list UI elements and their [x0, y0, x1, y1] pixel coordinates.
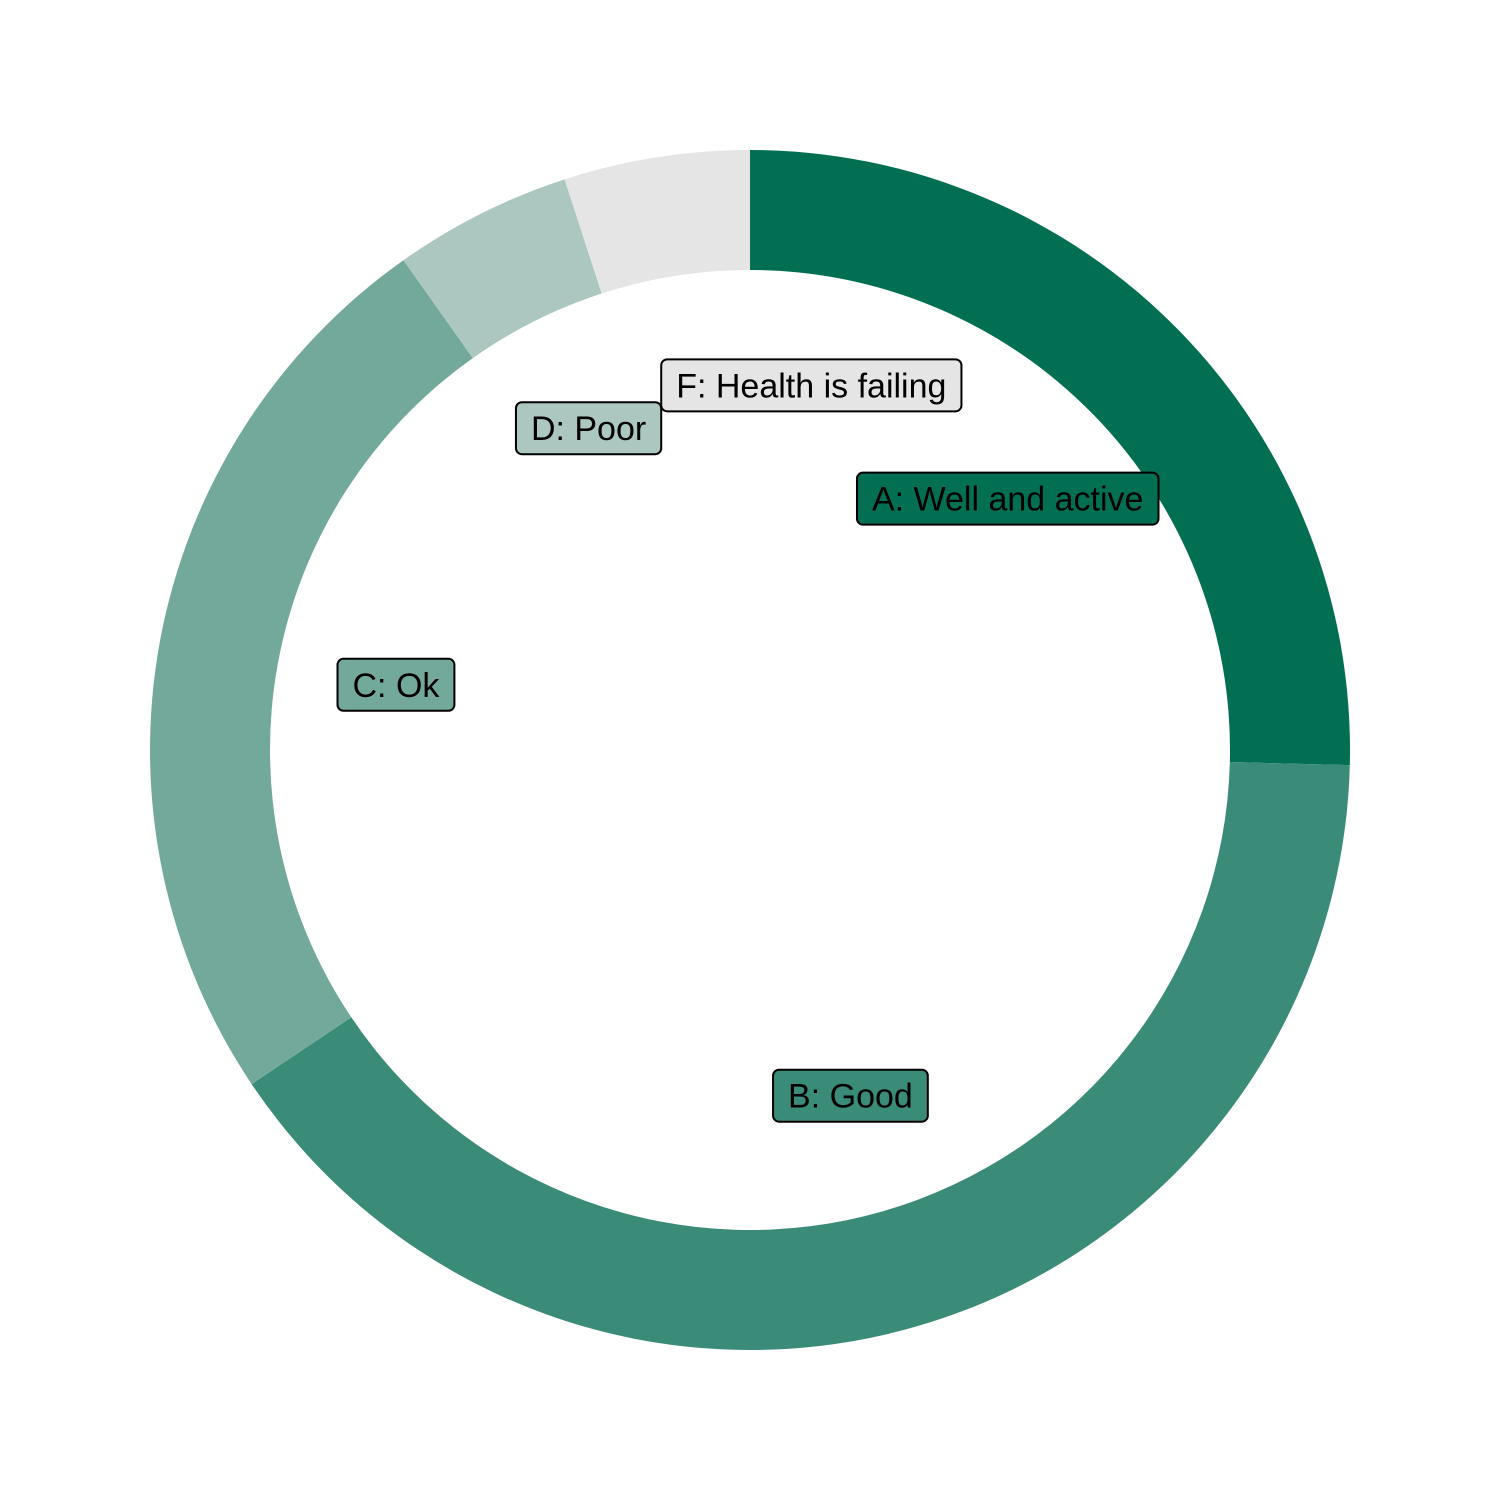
slice-label-text: F: Health is failing [676, 367, 946, 405]
slice-label-text: C: Ok [353, 667, 441, 705]
slice-label-text: B: Good [788, 1078, 913, 1116]
donut-slice-a [750, 150, 1350, 765]
slice-label-text: D: Poor [531, 410, 646, 448]
slices-layer [150, 150, 1350, 1350]
donut-slice-b [252, 762, 1350, 1350]
slice-label-d: D: Poor [516, 402, 661, 454]
slice-label-text: A: Well and active [872, 481, 1144, 519]
slice-label-a: A: Well and active [857, 473, 1159, 525]
slice-label-c: C: Ok [338, 659, 455, 711]
slice-label-f: F: Health is failing [661, 359, 961, 411]
slice-label-b: B: Good [773, 1070, 928, 1122]
labels-layer: A: Well and active B: Good C: Ok D: Poor F: … [338, 359, 1159, 1121]
